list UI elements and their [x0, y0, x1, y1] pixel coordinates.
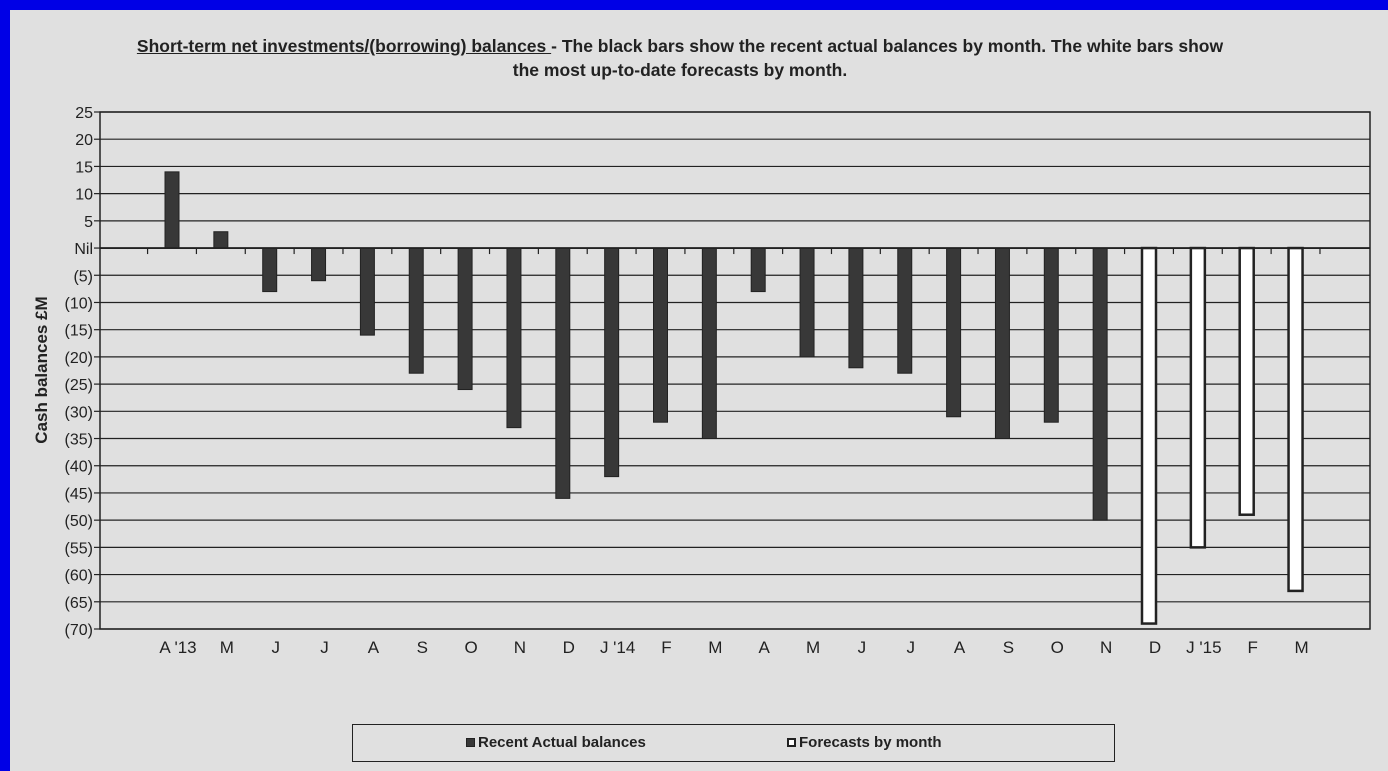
- plot-border: [99, 111, 1371, 630]
- x-tick-label: M: [220, 638, 234, 657]
- chart-title-rest: - The black bars show the recent actual …: [512, 36, 1224, 80]
- y-tick-label: (35): [65, 432, 93, 449]
- x-tick-label: J: [320, 638, 329, 657]
- bar-forecast: [1238, 246, 1255, 516]
- legend-item-actual: Recent Actual balances: [466, 734, 646, 751]
- bar-actual: [848, 247, 864, 369]
- bar-actual: [555, 247, 571, 499]
- legend: Recent Actual balances Forecasts by mont…: [352, 724, 1115, 762]
- x-tick-label: J: [858, 638, 867, 657]
- x-tick-label: J: [271, 638, 280, 657]
- y-tick-label: (50): [65, 513, 93, 530]
- legend-item-forecast: Forecasts by month: [787, 734, 942, 751]
- y-tick-label: (65): [65, 595, 93, 612]
- bar-actual: [653, 247, 668, 423]
- y-tick-label: (55): [65, 540, 93, 557]
- bar-actual: [457, 247, 473, 391]
- y-tick-label: (20): [65, 350, 93, 367]
- y-tick-label: (70): [65, 622, 93, 639]
- x-tick-label: A: [759, 638, 771, 657]
- x-tick-label: S: [417, 638, 428, 657]
- x-tick-label: F: [661, 638, 671, 657]
- y-tick-label: (45): [65, 486, 93, 503]
- legend-swatch-forecast: [787, 738, 796, 747]
- y-tick-label: 10: [75, 187, 93, 204]
- chart-title: Short-term net investments/(borrowing) b…: [130, 34, 1230, 82]
- bar-actual: [506, 247, 522, 429]
- x-tick-label: J: [907, 638, 916, 657]
- chart-title-underlined: Short-term net investments/(borrowing) b…: [136, 36, 552, 56]
- legend-label-forecast: Forecasts by month: [799, 734, 942, 751]
- bar-forecast: [1287, 246, 1304, 593]
- bar-actual: [750, 247, 766, 293]
- bar-actual: [408, 247, 424, 374]
- x-tick-label: A: [368, 638, 380, 657]
- bar-actual: [213, 231, 229, 249]
- bar-actual: [262, 247, 278, 293]
- x-tick-label: N: [514, 638, 526, 657]
- bar-actual: [164, 171, 180, 249]
- y-axis-title: Cash balances £M: [32, 296, 51, 443]
- y-tick-label: (15): [65, 323, 93, 340]
- bar-actual: [604, 247, 620, 478]
- bar-actual: [946, 247, 962, 418]
- y-tick-label: 25: [75, 105, 93, 122]
- x-tick-label: M: [806, 638, 820, 657]
- x-tick-label: A: [954, 638, 966, 657]
- y-tick-label: (40): [65, 459, 93, 476]
- x-tick-label: O: [1051, 638, 1064, 657]
- y-tick-label: 20: [75, 132, 93, 149]
- bar-forecast: [1189, 246, 1207, 549]
- bar-actual: [1043, 247, 1059, 423]
- x-tick-label: M: [1294, 638, 1308, 657]
- legend-label-actual: Recent Actual balances: [478, 734, 646, 751]
- x-tick-label: O: [464, 638, 477, 657]
- x-tick-label: F: [1248, 638, 1258, 657]
- x-tick-label: A '13: [159, 638, 196, 657]
- plot-area: [100, 112, 1370, 629]
- x-tick-label: D: [563, 638, 575, 657]
- x-tick-label: N: [1100, 638, 1112, 657]
- legend-swatch-actual: [466, 738, 475, 747]
- x-tick-label: S: [1003, 638, 1014, 657]
- y-tick-label: (30): [65, 404, 93, 421]
- bar-actual: [799, 247, 815, 358]
- y-tick-label: (10): [65, 295, 93, 312]
- y-tick-label: (5): [73, 268, 93, 285]
- bar-actual: [1092, 247, 1108, 521]
- bar-actual: [897, 247, 913, 374]
- y-tick-label: Nil: [74, 241, 93, 258]
- bar-actual: [701, 247, 717, 440]
- x-tick-label: J '15: [1186, 638, 1221, 657]
- bar-actual: [359, 247, 375, 336]
- bar-actual: [311, 247, 327, 282]
- y-tick-label: (60): [65, 568, 93, 585]
- y-tick-label: (25): [65, 377, 93, 394]
- x-tick-label: D: [1149, 638, 1161, 657]
- y-tick-label: 15: [75, 159, 93, 176]
- y-tick-label: 5: [84, 214, 93, 231]
- bar-forecast: [1140, 246, 1158, 625]
- x-tick-label: M: [708, 638, 722, 657]
- x-tick-label: J '14: [600, 638, 635, 657]
- bar-actual: [994, 247, 1010, 440]
